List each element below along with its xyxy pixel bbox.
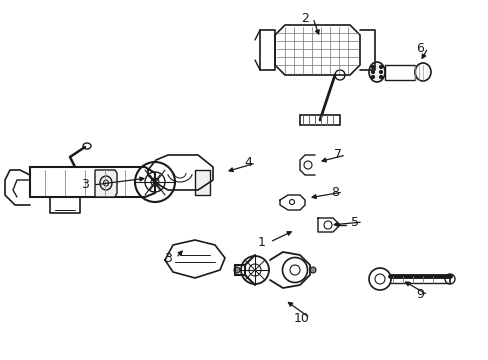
Ellipse shape (234, 267, 240, 273)
Text: 8: 8 (330, 185, 338, 198)
Ellipse shape (379, 66, 382, 68)
Text: 7: 7 (333, 148, 341, 162)
Text: 10: 10 (293, 311, 309, 324)
Text: 1: 1 (258, 235, 265, 248)
Text: 9: 9 (415, 288, 423, 302)
Text: 4: 4 (244, 157, 251, 170)
Polygon shape (195, 170, 209, 195)
Ellipse shape (309, 267, 315, 273)
Text: 2: 2 (301, 12, 308, 24)
Ellipse shape (379, 76, 382, 78)
Ellipse shape (379, 71, 382, 73)
Text: 3: 3 (164, 252, 172, 265)
Ellipse shape (371, 76, 374, 78)
Ellipse shape (368, 62, 384, 82)
Text: 6: 6 (415, 41, 423, 54)
Text: 3: 3 (81, 179, 89, 192)
Ellipse shape (371, 66, 374, 68)
Ellipse shape (371, 71, 374, 73)
Text: 5: 5 (350, 216, 358, 229)
Polygon shape (95, 170, 117, 197)
